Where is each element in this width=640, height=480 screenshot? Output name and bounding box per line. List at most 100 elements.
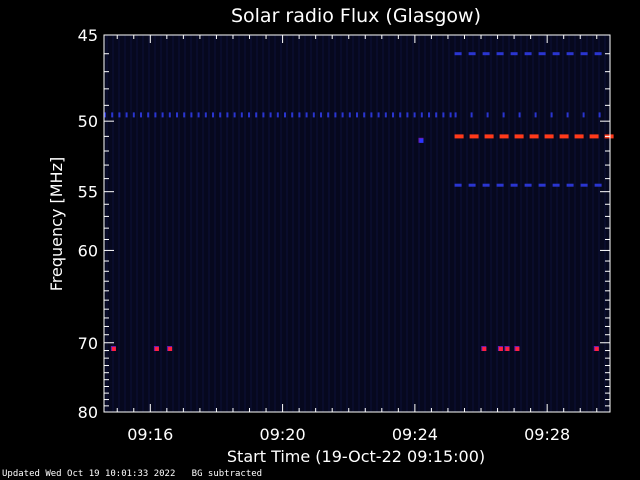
band-segment — [580, 183, 588, 187]
background-stripe — [556, 35, 558, 412]
background-stripe — [142, 35, 144, 412]
band-segment — [356, 112, 358, 118]
background-stripe — [178, 35, 180, 412]
band-segment — [125, 112, 128, 118]
background-stripe — [364, 35, 366, 412]
band-segment — [524, 183, 532, 187]
background-stripe — [460, 35, 462, 412]
emission-spot — [111, 347, 116, 351]
updated-timestamp: Updated Wed Oct 19 10:01:33 2022 — [2, 469, 176, 479]
background-stripe — [538, 35, 540, 412]
background-stripe — [532, 35, 534, 412]
band-segment — [298, 112, 301, 118]
x-tick-label: 09:28 — [524, 425, 570, 444]
band-segment — [468, 52, 476, 56]
y-tick-label: 80 — [78, 403, 98, 422]
background-stripe — [496, 35, 498, 412]
band-segment — [413, 112, 416, 118]
background-stripe — [466, 35, 468, 412]
band-segment — [544, 134, 554, 139]
background-stripe — [514, 35, 516, 412]
background-stripe — [526, 35, 528, 412]
background-stripe — [304, 35, 306, 412]
band-segment — [566, 112, 569, 118]
background-stripe — [136, 35, 138, 412]
background-stripe — [490, 35, 492, 412]
background-stripe — [292, 35, 294, 412]
band-segment — [454, 134, 464, 139]
background-stripe — [160, 35, 162, 412]
band-segment — [161, 112, 164, 118]
band-segment — [514, 134, 524, 139]
band-segment — [510, 183, 518, 187]
emission-spot — [515, 347, 520, 351]
background-stripe — [448, 35, 450, 412]
background-stripe — [400, 35, 402, 412]
plot-frame — [103, 34, 611, 413]
background-stripe — [124, 35, 126, 412]
background-stripe — [310, 35, 312, 412]
band-segment — [552, 52, 560, 56]
x-tick-label: 09:24 — [392, 425, 438, 444]
background-stripe — [424, 35, 426, 412]
band-segment — [538, 183, 546, 187]
band-segment — [118, 112, 121, 118]
band-segment — [582, 112, 585, 118]
band-segment — [399, 112, 402, 118]
band-segment — [370, 112, 373, 118]
y-tick-label: 70 — [78, 334, 98, 353]
background-stripe — [472, 35, 474, 412]
background-stripe — [298, 35, 300, 412]
background-stripe — [592, 35, 594, 412]
x-tick-label: 09:20 — [260, 425, 306, 444]
band-segment — [484, 134, 494, 139]
band-segment — [559, 134, 569, 139]
background-stripe — [580, 35, 582, 412]
background-stripe — [382, 35, 384, 412]
band-segment — [154, 112, 157, 118]
band-segment — [320, 112, 322, 118]
background-stripe — [280, 35, 282, 412]
background-stripe — [238, 35, 240, 412]
chart-title: Solar radio Flux (Glasgow) — [231, 5, 481, 27]
background-stripe — [478, 35, 480, 412]
background-stripe — [604, 35, 606, 412]
band-segment — [468, 183, 476, 187]
band-segment — [589, 134, 599, 139]
band-segment — [502, 112, 505, 118]
band-segment — [140, 112, 142, 118]
band-segment — [269, 112, 272, 118]
band-segment — [435, 112, 438, 118]
background-stripe — [520, 35, 522, 412]
band-segment — [454, 112, 457, 118]
band-segment — [348, 112, 351, 118]
band-segment — [566, 183, 574, 187]
background-stripe — [226, 35, 228, 412]
y-tick-label: 45 — [78, 26, 98, 45]
band-segment — [204, 112, 207, 118]
background-stripe — [358, 35, 360, 412]
background-stripe — [394, 35, 396, 412]
band-segment — [262, 112, 265, 118]
band-segment — [594, 52, 602, 56]
band-segment — [580, 52, 588, 56]
background-stripe — [430, 35, 432, 412]
band-segment — [486, 112, 489, 118]
background-stripe — [544, 35, 546, 412]
background-stripe — [202, 35, 204, 412]
band-segment — [470, 112, 473, 118]
background-stripe — [274, 35, 276, 412]
band-segment — [276, 112, 279, 118]
background-stripe — [406, 35, 408, 412]
band-segment — [363, 112, 366, 118]
background-stripe — [436, 35, 438, 412]
band-segment — [132, 112, 135, 118]
background-stripe — [562, 35, 564, 412]
band-segment — [168, 112, 171, 118]
background-stripe — [412, 35, 414, 412]
background-stripe — [502, 35, 504, 412]
y-tick-label: 50 — [78, 112, 98, 131]
background-stripe — [484, 35, 486, 412]
background-stripe — [370, 35, 372, 412]
